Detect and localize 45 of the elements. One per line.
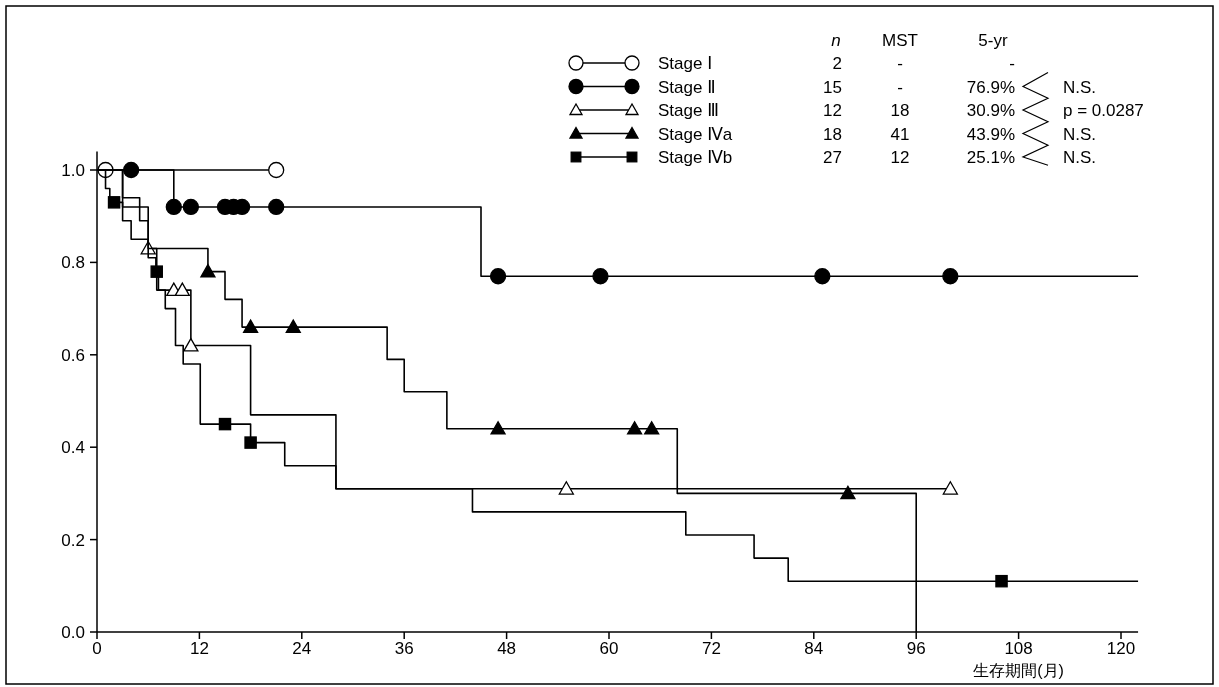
text: 5-yr [978,30,1008,50]
legend-label: Stage Ⅱ [658,77,716,97]
text: 18 [890,101,910,120]
x-tick-label: 96 [906,639,926,658]
text: n [831,30,841,50]
text: MST [882,30,918,50]
y-tick-label: 0.2 [61,530,85,550]
x-tick-label: 108 [1004,639,1033,658]
y-tick-label: 0.0 [61,623,85,642]
annotation: 27 [823,148,842,167]
legend-label: Stage Ⅳb [658,148,733,167]
x-tick-label: 72 [701,639,721,658]
x-tick-label: 36 [394,639,414,658]
text: 12 [823,101,842,120]
text: p = 0.0287 [1063,101,1144,120]
text: N.S. [1063,77,1097,97]
text: - [897,54,903,73]
y-tick-label: 0.4 [61,438,85,458]
legend-label: Stage Ⅲ [658,101,719,120]
x-tick-label: 84 [804,639,824,658]
text: 2 [832,54,842,73]
x-tick-label: 120 [1106,639,1136,658]
annotation: 25.1% [966,148,1015,167]
text: 18 [823,124,842,144]
y-tick-label: 1.0 [61,161,85,180]
text: 43.9% [966,124,1015,144]
x-tick-label: 60 [599,639,619,658]
text: - [897,77,903,97]
x-tick-label: 0 [92,639,102,658]
legend-label: Stage Ⅳa [658,124,733,144]
text: 76.9% [966,77,1015,97]
text: - [1009,54,1015,73]
text: 30.9% [966,101,1015,120]
annotation: N.S. [1063,148,1097,167]
x-axis-title: 生存期間(月) [973,662,1064,679]
text: 41 [890,124,910,144]
annotation: 12 [890,148,910,167]
y-tick-label: 0.8 [61,253,85,273]
text: 15 [823,77,842,97]
x-tick-label: 24 [292,639,312,658]
x-tick-label: 12 [189,639,209,658]
y-tick-label: 0.6 [61,345,85,365]
text: N.S. [1063,124,1097,144]
legend-label: Stage Ⅰ [658,54,713,73]
x-tick-label: 48 [497,639,517,658]
